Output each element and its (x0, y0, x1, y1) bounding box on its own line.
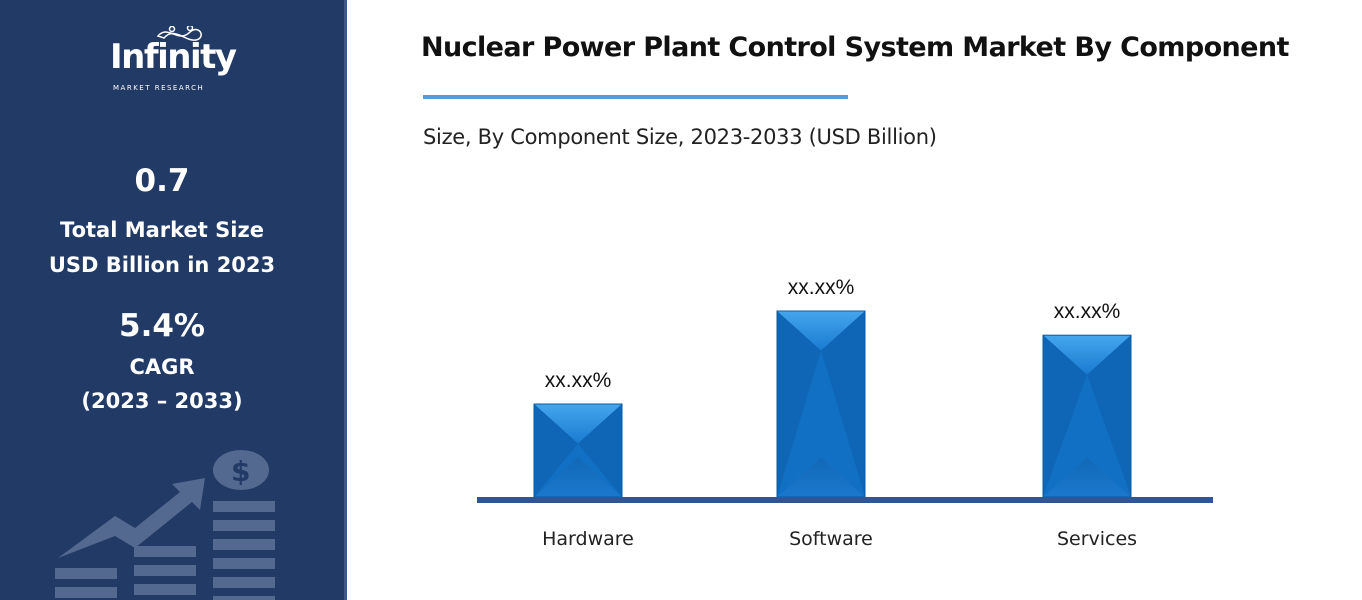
bar-software (776, 310, 866, 498)
growth-chart-icon: $ (55, 450, 275, 600)
data-label: xx.xx% (1054, 300, 1121, 323)
data-label: xx.xx% (788, 276, 855, 299)
x-tick-label: Services (1057, 528, 1137, 550)
x-axis-baseline (477, 497, 1213, 503)
sidebar: Infinity MARKET RESEARCH 0.7 Total Marke… (0, 0, 347, 600)
cagr-value: 5.4% (119, 308, 205, 344)
market-size-unit: USD Billion in 2023 (48, 253, 276, 277)
chart-subtitle: Size, By Component Size, 2023-2033 (USD … (423, 125, 937, 149)
title-divider (423, 95, 848, 99)
bar-hardware (533, 403, 623, 498)
market-size-label: Total Market Size (60, 218, 264, 242)
bar-services (1042, 334, 1132, 498)
cagr-label: CAGR (129, 355, 195, 379)
svg-text:Infinity: Infinity (110, 37, 237, 77)
infinity-logo: Infinity MARKET RESEARCH (110, 26, 238, 92)
cagr-period: (2023 – 2033) (81, 389, 243, 413)
svg-text:$: $ (231, 455, 250, 488)
data-label: xx.xx% (545, 369, 612, 392)
svg-text:MARKET RESEARCH: MARKET RESEARCH (113, 84, 204, 92)
market-size-value: 0.7 (134, 163, 190, 199)
chart-title: Nuclear Power Plant Control System Marke… (421, 32, 1289, 63)
x-tick-label: Hardware (542, 528, 634, 550)
x-tick-label: Software (789, 528, 873, 550)
